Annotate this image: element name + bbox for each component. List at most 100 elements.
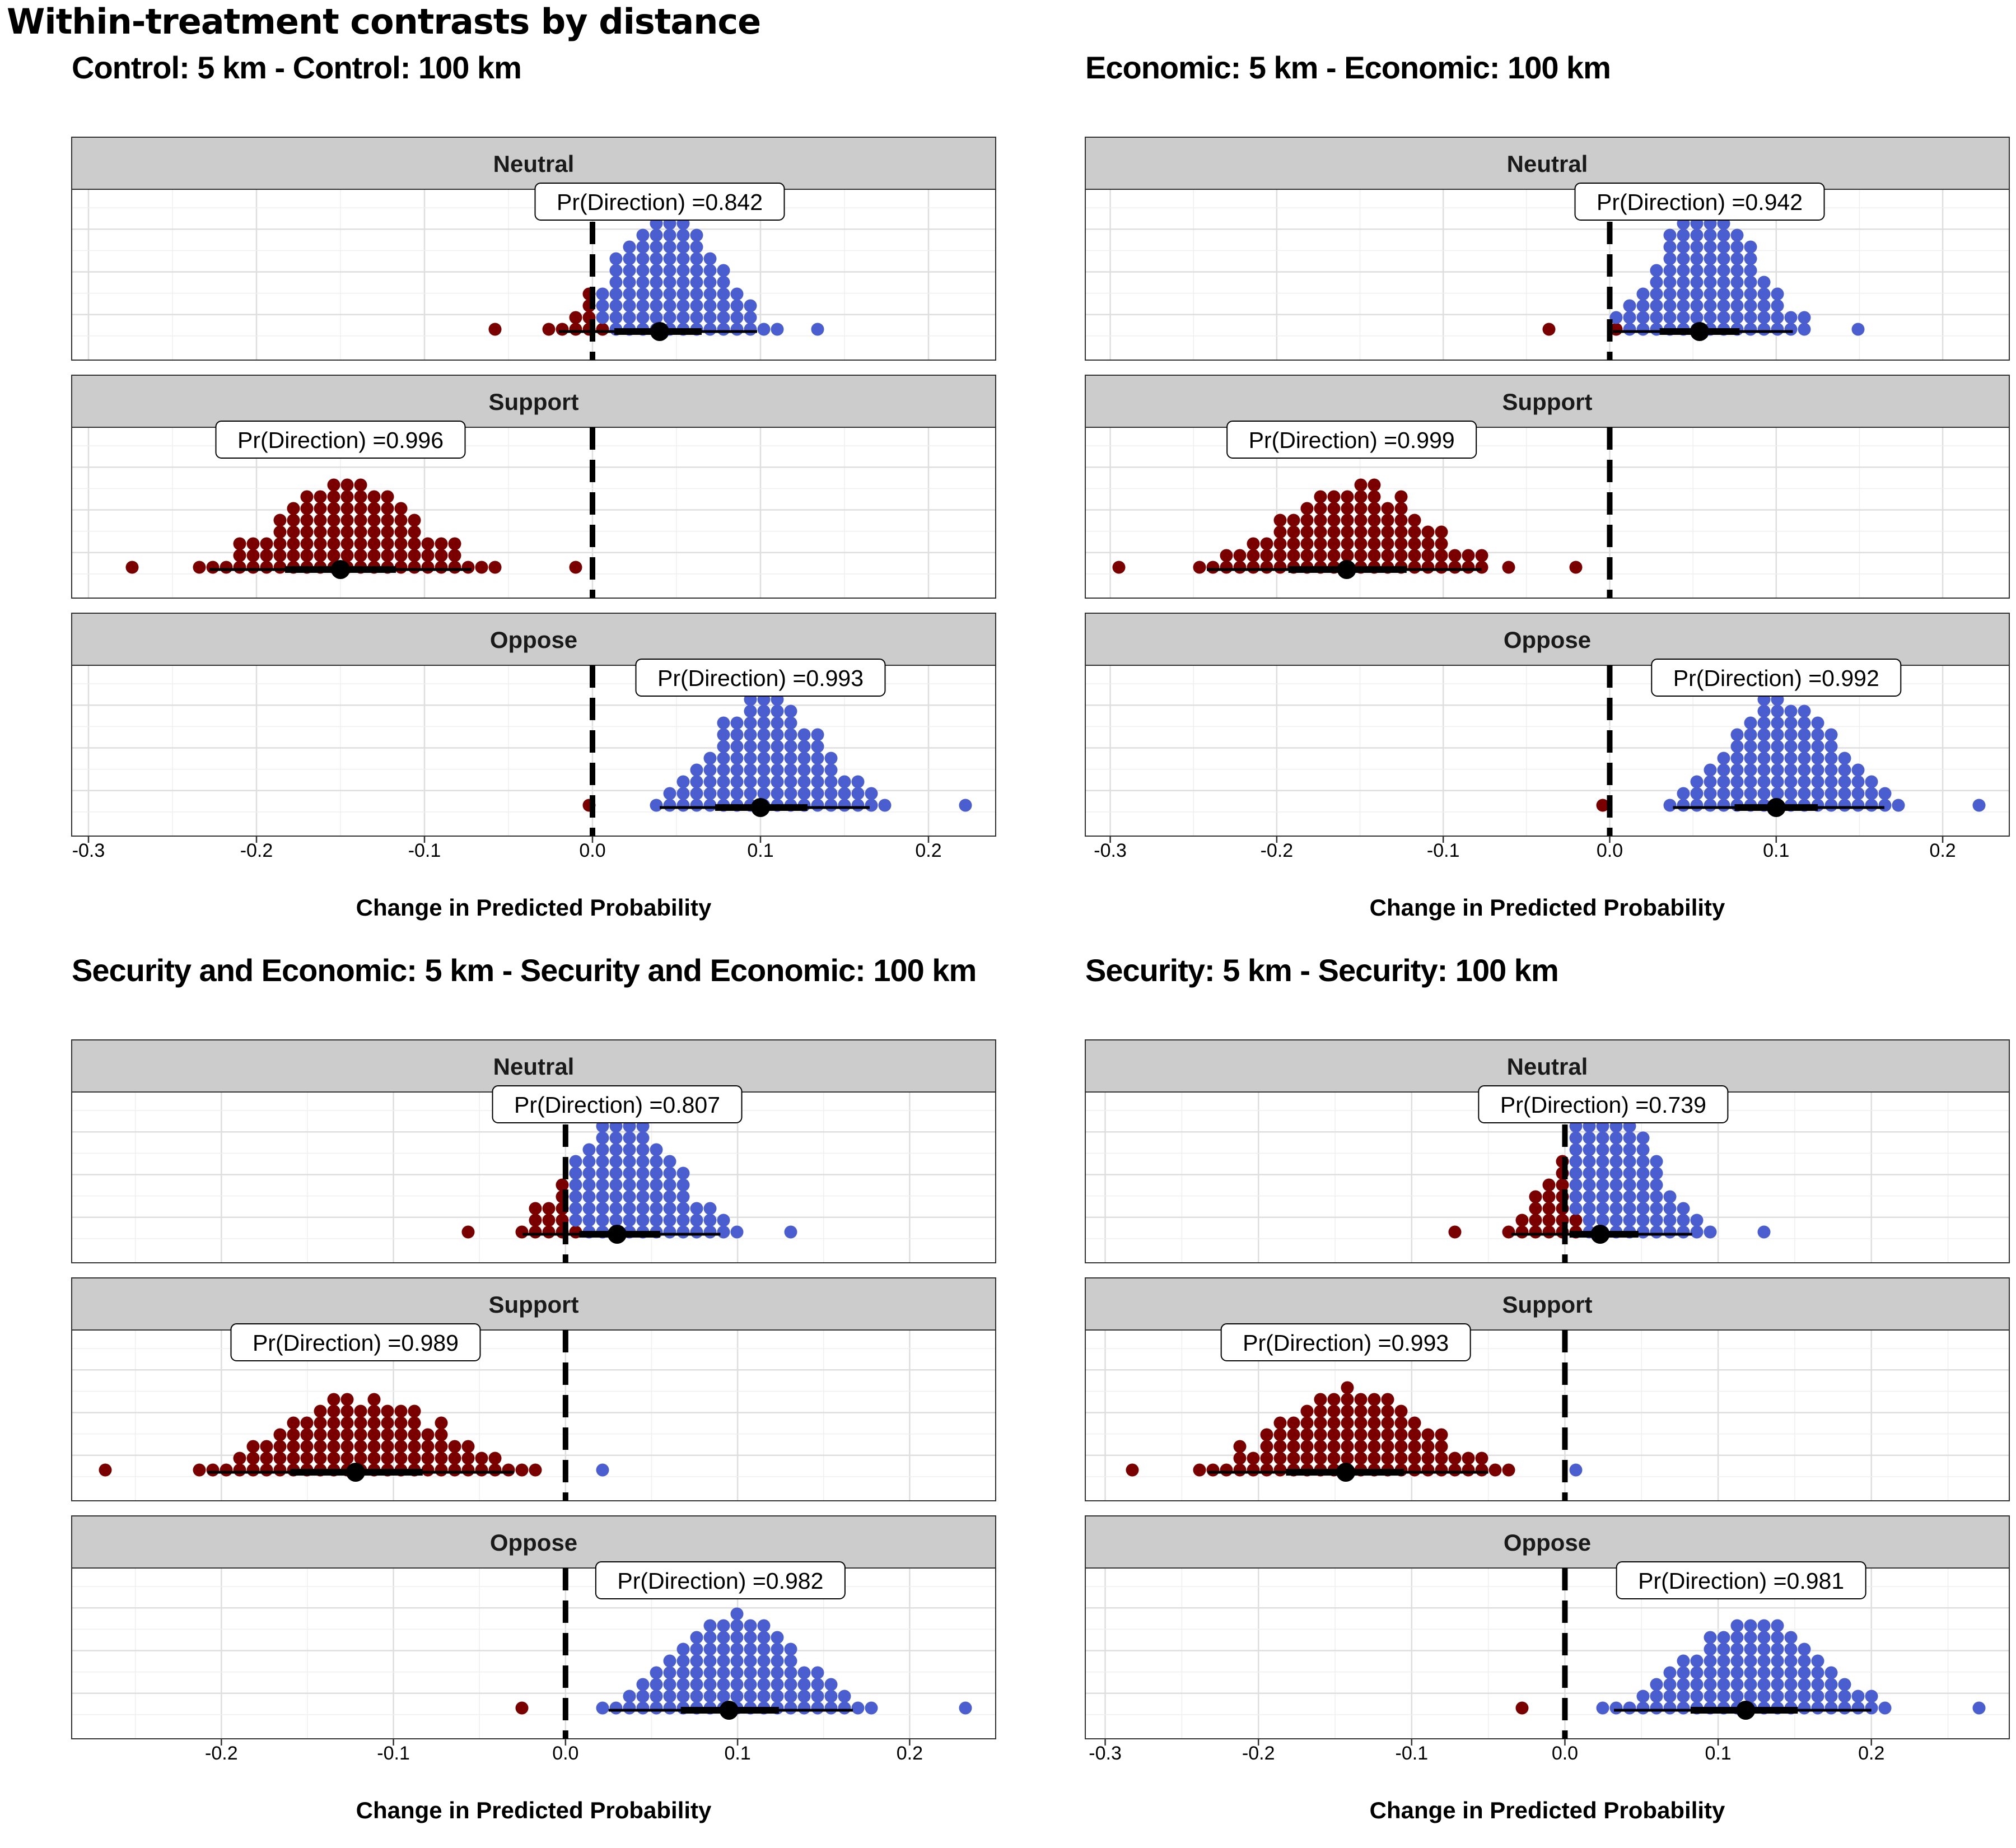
- dot: [717, 299, 730, 312]
- dot: [1354, 514, 1368, 527]
- dot: [1730, 287, 1744, 301]
- dot: [1824, 787, 1838, 800]
- dot: [1421, 525, 1435, 539]
- dot: [1677, 1214, 1690, 1227]
- dot: [1636, 1166, 1650, 1180]
- dot: [1354, 1416, 1368, 1430]
- direction-label: Pr(Direction) =0.996: [237, 427, 444, 453]
- dot: [327, 1393, 340, 1406]
- dot: [609, 287, 623, 301]
- dot: [636, 264, 650, 277]
- dot: [1771, 752, 1784, 765]
- chart-title: Security: 5 km - Security: 100 km: [1085, 953, 1558, 988]
- dot: [703, 252, 717, 265]
- dot: [811, 1678, 824, 1691]
- dot: [623, 252, 636, 265]
- x-tick-label: -0.1: [1396, 1743, 1429, 1764]
- dot: [1744, 311, 1757, 324]
- x-tick-label: 0.2: [897, 1743, 923, 1764]
- dot: [287, 514, 300, 527]
- dot: [1394, 1452, 1408, 1465]
- dot: [623, 311, 636, 324]
- dot: [1260, 549, 1273, 562]
- dot: [1690, 311, 1704, 324]
- dot: [636, 1131, 650, 1145]
- x-tick-label: 0.0: [1552, 1743, 1578, 1764]
- dot: [1596, 1701, 1609, 1715]
- dot: [623, 1690, 636, 1703]
- dot: [811, 799, 824, 812]
- dot: [797, 1701, 811, 1715]
- dot: [246, 1452, 260, 1465]
- facet-strip-label: Support: [1502, 1291, 1593, 1318]
- dot: [1757, 763, 1771, 777]
- dot: [1717, 799, 1730, 812]
- dot: [784, 740, 797, 753]
- dot: [596, 1166, 609, 1180]
- dot: [663, 287, 676, 301]
- dot: [865, 1701, 878, 1715]
- dot: [381, 1404, 394, 1418]
- dot: [771, 1666, 784, 1679]
- dot: [1677, 264, 1690, 277]
- dot: [784, 1642, 797, 1656]
- dot: [1502, 1463, 1515, 1477]
- dot: [220, 561, 233, 574]
- dot: [959, 1701, 972, 1715]
- dot: [582, 1155, 596, 1168]
- dot: [1408, 525, 1421, 539]
- dot: [435, 1440, 448, 1453]
- dot: [354, 525, 367, 539]
- dot: [744, 1678, 757, 1691]
- dot: [1663, 276, 1677, 289]
- dot: [676, 1654, 690, 1668]
- dot: [1636, 1690, 1650, 1703]
- dot: [851, 799, 865, 812]
- dot: [1811, 1678, 1824, 1691]
- dot: [663, 1225, 676, 1239]
- dot: [287, 502, 300, 515]
- dot: [771, 740, 784, 753]
- dot: [1341, 1393, 1354, 1406]
- dot: [1300, 525, 1314, 539]
- direction-label-box: [1616, 1561, 1866, 1599]
- dot: [663, 1166, 676, 1180]
- dot: [1798, 1678, 1811, 1691]
- chart-title: Control: 5 km - Control: 100 km: [72, 50, 521, 85]
- dot: [1314, 525, 1327, 539]
- dot: [1757, 1678, 1771, 1691]
- dot: [193, 561, 206, 574]
- dot: [1865, 799, 1878, 812]
- dot: [246, 1440, 260, 1453]
- dot: [838, 799, 851, 812]
- dot: [609, 1202, 623, 1215]
- dot: [394, 549, 408, 562]
- dot: [367, 1393, 381, 1406]
- dot: [1583, 1166, 1596, 1180]
- dot: [1260, 537, 1273, 550]
- dot: [1704, 1642, 1717, 1656]
- dot: [663, 1678, 676, 1691]
- dot: [636, 1166, 650, 1180]
- dot: [1798, 704, 1811, 718]
- dot: [663, 276, 676, 289]
- dot: [582, 1143, 596, 1156]
- dot: [1744, 1631, 1757, 1644]
- dot: [1744, 1654, 1757, 1668]
- dot: [1515, 1701, 1529, 1715]
- dot: [1744, 728, 1757, 741]
- dot: [771, 1642, 784, 1656]
- dot: [1744, 1690, 1757, 1703]
- dot: [1690, 1690, 1704, 1703]
- dot: [730, 728, 744, 741]
- dot: [1354, 490, 1368, 503]
- dot: [865, 787, 878, 800]
- dot: [394, 1404, 408, 1418]
- dot: [1583, 1155, 1596, 1168]
- dot: [1824, 1690, 1838, 1703]
- dot: [1677, 299, 1690, 312]
- dot: [1972, 1701, 1986, 1715]
- dot: [1435, 549, 1448, 562]
- dot: [394, 1440, 408, 1453]
- dot: [1435, 561, 1448, 574]
